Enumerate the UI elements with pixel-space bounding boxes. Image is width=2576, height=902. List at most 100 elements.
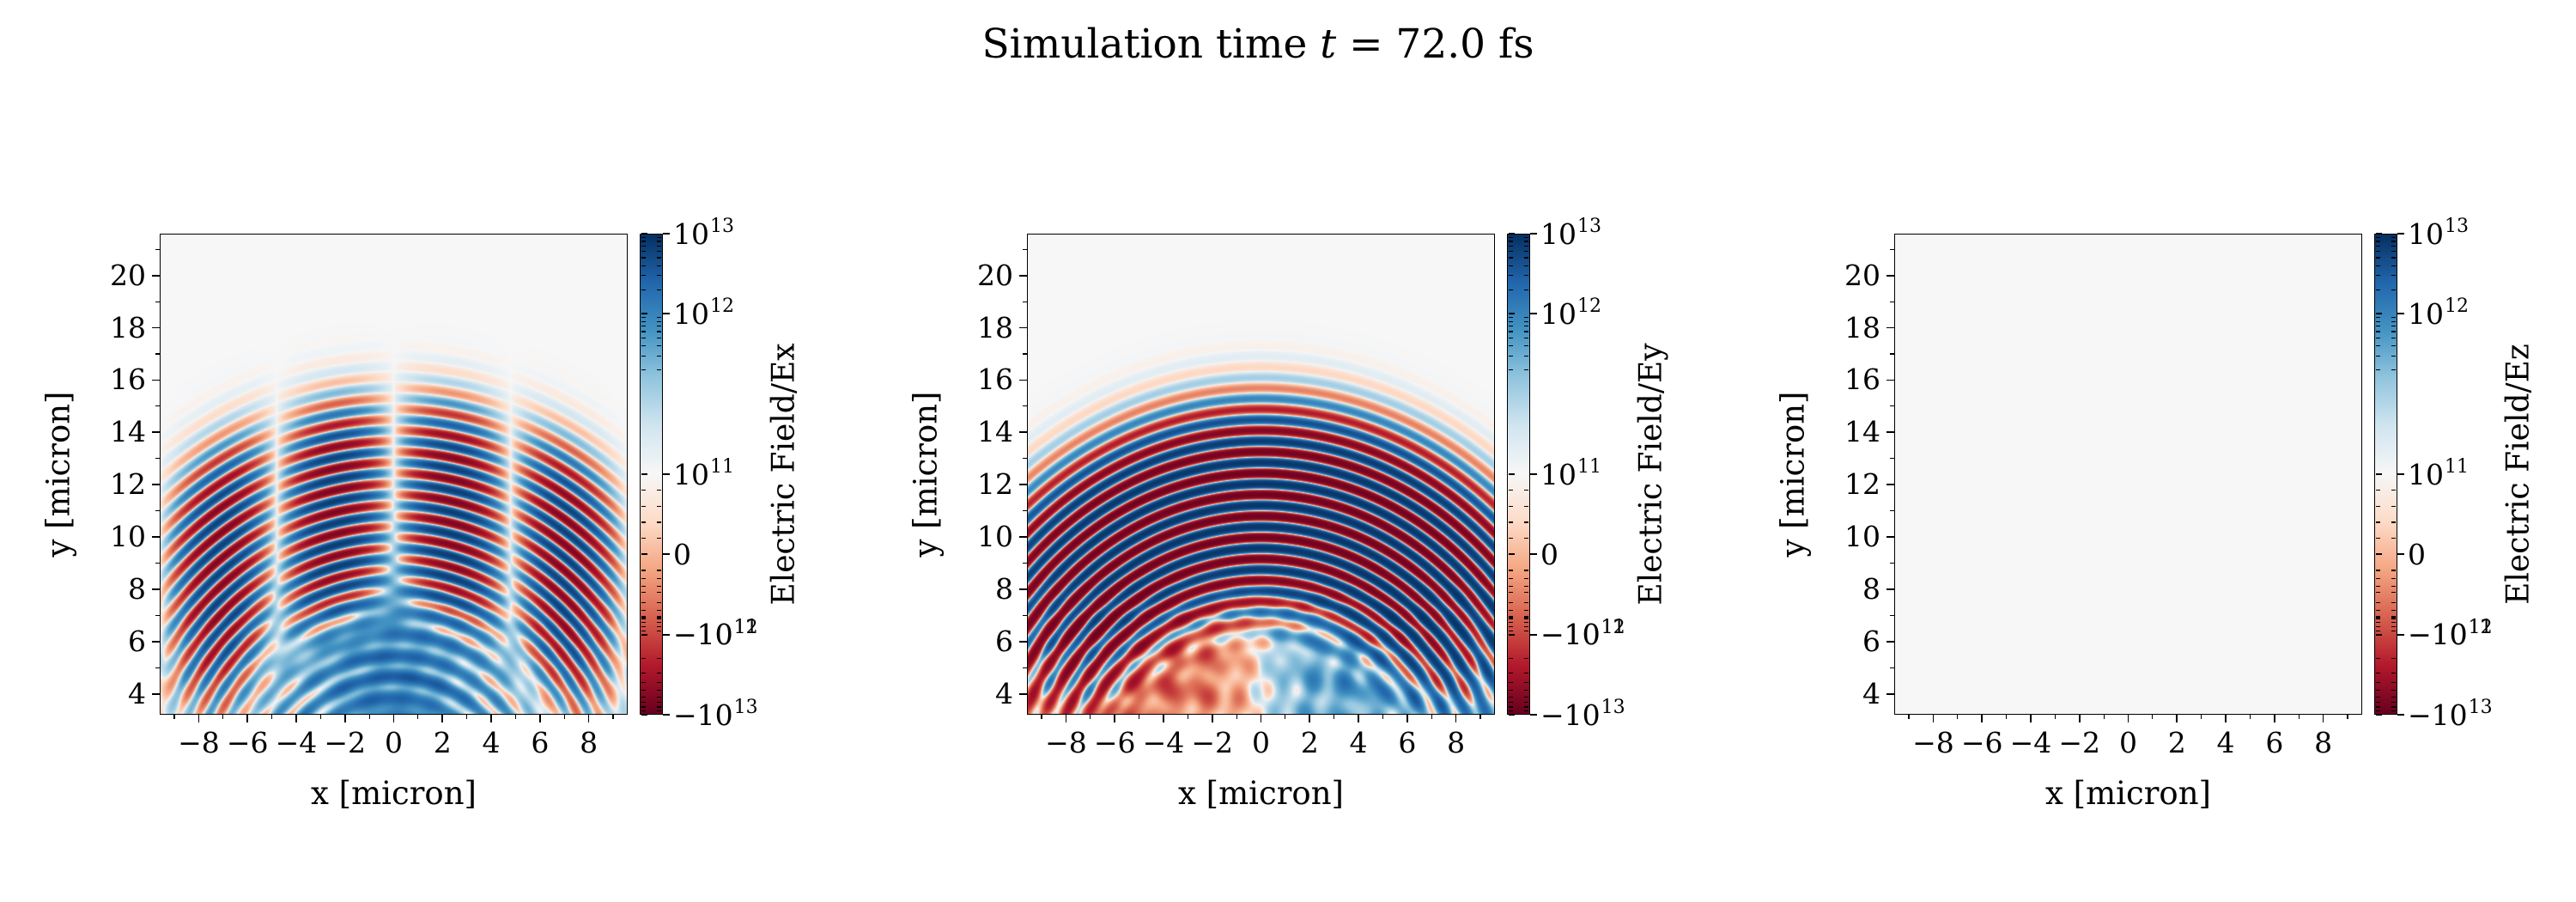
colorbar-tick-label: −10 13 [673, 697, 758, 732]
x-axis-label: x [micron] [2045, 775, 2211, 812]
colorbar-minor-tick [1509, 706, 1513, 708]
x-minor-tick [612, 715, 614, 719]
colorbar-minor-tick [2391, 626, 2396, 628]
colorbar-tick [663, 473, 670, 475]
x-tick-label: 6 [1398, 726, 1417, 759]
colorbar-minor-tick [1524, 257, 1528, 259]
x-tick-label: 0 [385, 726, 403, 759]
colorbar-minor-tick [2391, 586, 2396, 588]
colorbar-tick-inner [1509, 714, 1515, 716]
colorbar-minor-tick [2391, 245, 2396, 247]
x-tick [1211, 715, 1213, 722]
colorbar-tick-label: 10 12 [2408, 296, 2469, 331]
y-minor-tick [1023, 248, 1027, 250]
colorbar-minor-tick [657, 616, 661, 618]
y-minor-tick [155, 248, 160, 250]
y-minor-tick [155, 510, 160, 512]
y-minor-tick [155, 405, 160, 407]
y-tick [1019, 692, 1027, 695]
x-tick [2322, 715, 2324, 722]
colorbar-minor-tick [641, 696, 646, 698]
colorbar-tick-label: −10 12 [673, 616, 758, 652]
colorbar-minor-tick [2376, 616, 2380, 618]
x-minor-tick [1431, 715, 1432, 719]
figure-title-prefix: Simulation time [981, 21, 1321, 68]
y-tick [1886, 640, 1894, 643]
colorbar-minor-tick [2376, 701, 2380, 704]
x-tick-label: −2 [1191, 726, 1234, 759]
colorbar-tick-inner [1509, 313, 1515, 315]
colorbar-minor-tick [2391, 355, 2396, 357]
colorbar-minor-tick [657, 331, 661, 332]
x-tick-label: −6 [226, 726, 269, 759]
colorbar-minor-tick [1509, 257, 1513, 259]
x-tick-label: 2 [1300, 726, 1319, 759]
colorbar-minor-tick [1524, 586, 1528, 588]
colorbar-minor-tick [1524, 658, 1528, 660]
colorbar-minor-tick [641, 521, 646, 523]
colorbar-minor-tick [641, 618, 646, 619]
colorbar-minor-tick [2376, 618, 2380, 619]
colorbar-minor-tick [2376, 369, 2380, 371]
colorbar-minor-tick [1524, 626, 1528, 628]
x-tick [1406, 715, 1408, 722]
y-tick-label: 4 [995, 676, 1013, 710]
colorbar-minor-tick [641, 289, 646, 290]
colorbar-minor-tick [2391, 331, 2396, 332]
colorbar-minor-tick [2376, 505, 2380, 507]
colorbar-minor-tick [2376, 626, 2380, 628]
colorbar-minor-tick [2376, 609, 2380, 612]
colorbar-tick-inner [1509, 553, 1515, 556]
colorbar-minor-tick [1524, 344, 1528, 347]
colorbar-tick-label: 10 11 [673, 456, 734, 491]
y-minor-tick [1890, 510, 1894, 512]
colorbar-minor-tick [2376, 538, 2380, 539]
y-tick [1886, 379, 1894, 381]
y-tick [1886, 588, 1894, 590]
colorbar-minor-tick [641, 331, 646, 332]
x-tick-label: 4 [2216, 726, 2235, 759]
y-tick [152, 536, 160, 538]
x-tick-label: −8 [1045, 726, 1087, 759]
y-tick-label: 6 [995, 624, 1013, 658]
x-minor-tick [2347, 715, 2348, 719]
colorbar-minor-tick [1509, 592, 1513, 594]
x-axis-label: x [micron] [1178, 775, 1344, 812]
y-minor-tick [1890, 405, 1894, 407]
colorbar-minor-tick [2376, 586, 2380, 588]
colorbar-minor-tick [657, 505, 661, 507]
y-minor-tick [1890, 614, 1894, 616]
colorbar-minor-tick [1509, 245, 1513, 247]
colorbar-minor-tick [1524, 289, 1528, 290]
colorbar-minor-tick [1509, 621, 1513, 623]
x-tick [2030, 715, 2032, 722]
colorbar-minor-tick [641, 257, 646, 259]
x-tick [587, 715, 590, 722]
x-tick-label: −8 [178, 726, 220, 759]
colorbar-tick [663, 714, 670, 716]
figure-title-suffix: = 72.0 fs [1336, 21, 1534, 68]
y-minor-tick [155, 353, 160, 355]
x-tick-label: −4 [1142, 726, 1185, 759]
colorbar-tick-inner [641, 633, 647, 636]
colorbar-minor-tick [1524, 616, 1528, 618]
colorbar-minor-tick [641, 682, 646, 684]
x-minor-tick [2103, 715, 2105, 719]
colorbar-minor-tick [2376, 236, 2380, 238]
y-minor-tick [155, 667, 160, 668]
y-tick [1019, 588, 1027, 590]
y-tick-label: 6 [128, 624, 146, 658]
colorbar-minor-tick [2391, 317, 2396, 319]
colorbar-minor-tick [1509, 701, 1513, 704]
y-minor-tick [1890, 458, 1894, 460]
x-minor-tick [1236, 715, 1237, 719]
colorbar-minor-tick [1524, 236, 1528, 238]
colorbar-minor-tick [1509, 490, 1513, 491]
y-tick [1019, 484, 1027, 486]
colorbar-minor-tick [2376, 577, 2380, 580]
x-minor-tick [319, 715, 321, 719]
y-minor-tick [1023, 458, 1027, 460]
colorbar-minor-tick [2391, 344, 2396, 347]
colorbar-minor-tick [657, 706, 661, 708]
colorbar-minor-tick [2391, 538, 2396, 539]
